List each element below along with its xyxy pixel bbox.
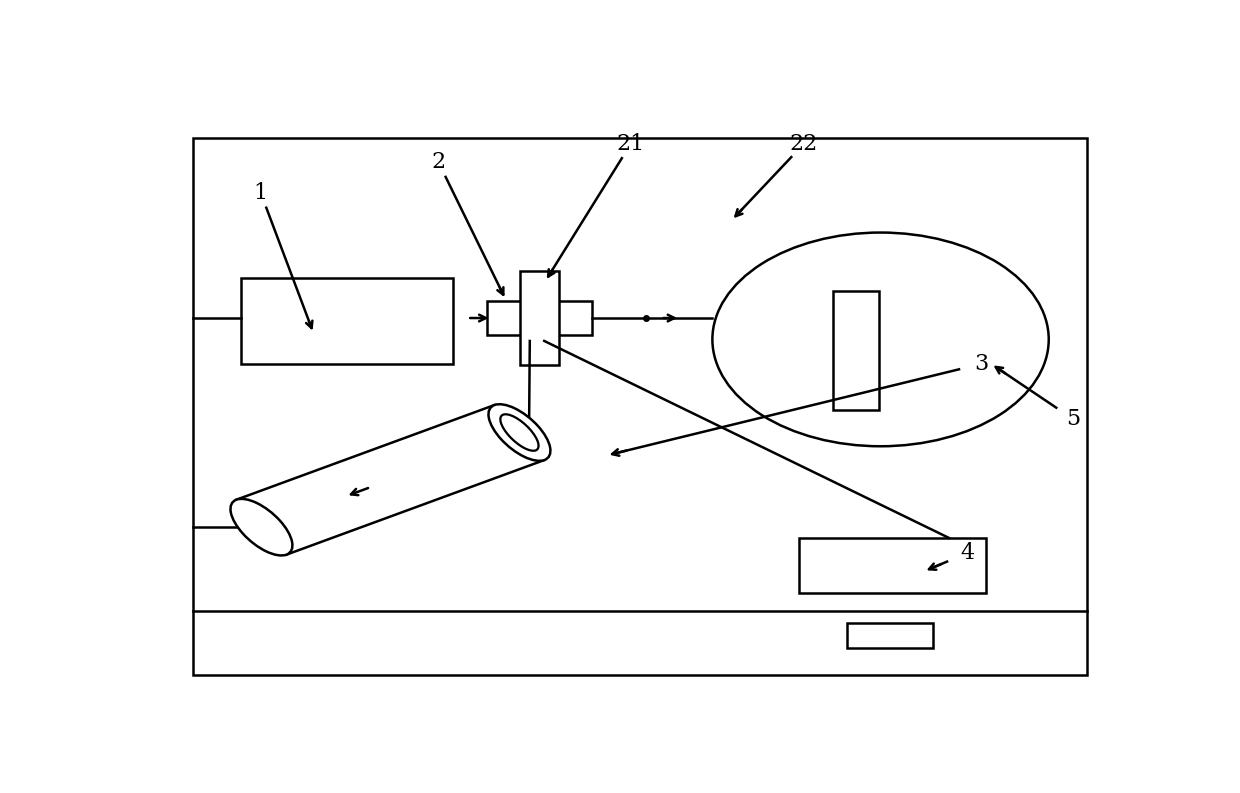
- Bar: [847, 623, 934, 648]
- Text: 3: 3: [975, 353, 988, 375]
- Bar: [242, 278, 453, 364]
- Ellipse shape: [231, 499, 293, 555]
- Bar: [521, 270, 558, 366]
- Circle shape: [712, 232, 1049, 446]
- Text: 22: 22: [790, 133, 818, 155]
- Text: 21: 21: [616, 133, 645, 155]
- Text: 5: 5: [1065, 408, 1080, 430]
- Text: 1: 1: [254, 182, 268, 204]
- Bar: [832, 290, 879, 410]
- Text: 4: 4: [960, 542, 975, 564]
- Bar: [486, 301, 593, 335]
- Bar: [799, 538, 986, 593]
- Text: 2: 2: [432, 151, 445, 174]
- Bar: [193, 138, 1087, 676]
- Ellipse shape: [489, 404, 551, 461]
